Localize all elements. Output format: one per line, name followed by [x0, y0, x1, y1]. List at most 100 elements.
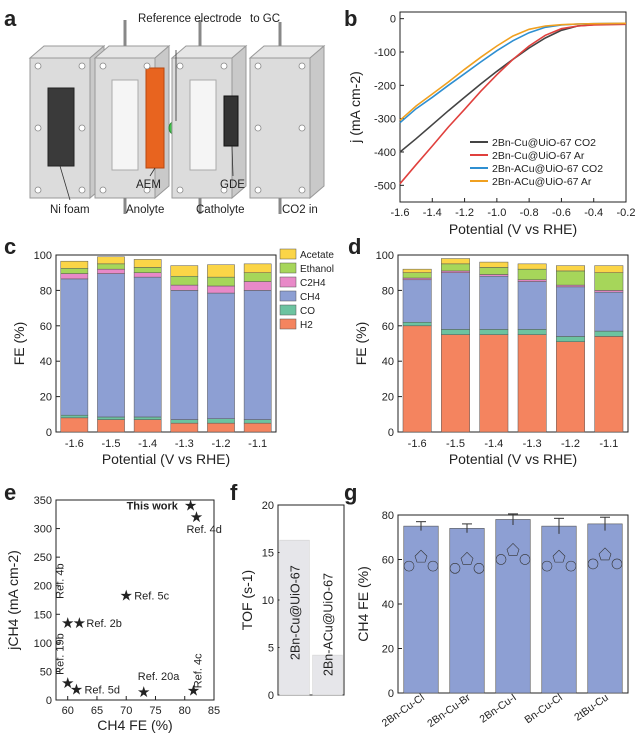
callout-lines: [59, 50, 234, 201]
y-tick-label-e: 200: [34, 581, 52, 593]
scatter-point-e: ★: [61, 615, 74, 632]
point-label-e: Ref. 4c: [193, 653, 205, 688]
scatter-point-e: ★: [119, 587, 132, 604]
bar-segment-c: [170, 290, 199, 420]
bar-segment-d: [402, 268, 432, 273]
x-tick-label-e: 65: [91, 705, 103, 717]
x-tick-label-g: 2Bn-Cu-Cl: [380, 692, 427, 730]
bar-segment-c: [97, 273, 125, 418]
y-tick-label-f: 5: [268, 643, 274, 655]
legend-label-c: H2: [300, 320, 313, 331]
bar-segment-c: [170, 422, 199, 433]
bar-segment-d: [517, 279, 547, 282]
label-to-gc: to GC: [250, 13, 280, 25]
gde-electrode: [223, 95, 239, 147]
y-tick-label-d: 60: [382, 321, 394, 333]
bar-segment-c: [60, 417, 89, 433]
bar-segment-d: [479, 329, 509, 335]
panel-d: d 0 20 40 60 80 100 -1.6 -1.5 -1.4 -1.3 -1.2 -1.1 Po…: [348, 234, 629, 467]
tubes: [123, 20, 282, 214]
bar-segment-d: [402, 325, 432, 433]
y-axis-label-b: j (mA cm-2): [347, 71, 363, 144]
point-label-e: Ref. 4d: [186, 524, 221, 536]
x-axis-label-e: CH4 FE (%): [97, 717, 172, 733]
bar-segment-d: [594, 330, 624, 337]
y-tick-label-c: 100: [34, 250, 52, 262]
series-line-b: [399, 22, 627, 153]
x-tick-label-b: -1.6: [391, 207, 410, 219]
plot-frame-d: [397, 254, 629, 433]
ni-foam-image: [47, 87, 75, 167]
y-tick-label-c: 20: [40, 392, 52, 404]
bar-label-f: 2Bn-ACu@UiO-67: [322, 573, 336, 676]
tof-bar-f: [279, 539, 310, 696]
y-tick-label-d: 100: [376, 250, 394, 262]
panel-label-f: f: [230, 480, 238, 505]
y-tick-label-c: 40: [40, 356, 52, 368]
molecule-ring-g: [414, 549, 428, 563]
molecule-ring-g: [495, 554, 507, 565]
bar-segment-c: [97, 256, 125, 265]
y-tick-label-g: 60: [382, 555, 394, 567]
bar-label-f: 2Bn-Cu@UiO-67: [289, 565, 303, 660]
bar-segment-d: [517, 263, 547, 270]
x-tick-label-d: -1.1: [599, 438, 618, 450]
fe-bar-g: [587, 523, 623, 694]
bar-segment-d: [517, 329, 547, 335]
aem-membrane: [145, 67, 165, 169]
bar-segment-c: [170, 275, 199, 286]
series-line-b: [399, 23, 627, 185]
x-tick-label-e: 75: [149, 705, 161, 717]
bar-segment-d: [402, 272, 432, 279]
fe-bar-g: [495, 519, 531, 694]
legend-swatch-c: [279, 262, 297, 274]
bar-segment-c: [60, 273, 89, 280]
bar-segment-c: [207, 422, 235, 433]
molecule-ring-g: [587, 558, 599, 570]
bar-segment-d: [479, 275, 509, 330]
x-tick-label-e: 70: [120, 705, 132, 717]
label-anolyte: Anolyte: [126, 204, 164, 216]
bar-segment-c: [207, 264, 235, 278]
x-tick-label-b: -1.0: [487, 207, 506, 219]
y-tick-label-f: 10: [262, 595, 274, 607]
bar-segment-d: [594, 265, 624, 273]
plot-frame-e: [55, 499, 215, 701]
y-tick-label-e: 250: [34, 552, 52, 564]
x-tick-label-c: -1.5: [102, 438, 121, 450]
scatter-point-e: ★: [187, 682, 200, 699]
y-tick-label-e: 150: [34, 609, 52, 621]
panel-label-c: c: [4, 234, 16, 259]
x-tick-label-e: 85: [208, 705, 220, 717]
panel-b: b -1.6 -1.4 -1.2 -1.0 -0.8 -0.6 -0.4 -0.2 0 -100 -…: [344, 6, 635, 237]
bar-segment-c: [243, 419, 272, 424]
point-label-e: Ref. 5c: [134, 590, 169, 602]
bar-segment-d: [517, 268, 547, 281]
molecule-ring-g: [449, 563, 461, 574]
legend-label-c: CO: [300, 306, 315, 317]
legend-swatch-c: [279, 276, 297, 288]
legend-label-c: Acetate: [300, 250, 334, 261]
bar-segment-d: [517, 334, 547, 433]
panel-label-g: g: [344, 480, 357, 505]
y-tick-label-g: 20: [382, 644, 394, 656]
bar-segment-d: [556, 336, 585, 342]
bar-segment-d: [594, 291, 624, 332]
x-tick-label-c: -1.6: [65, 438, 84, 450]
x-axis-label-d: Potential (V vs RHE): [449, 451, 577, 467]
legend-swatch-c: [279, 304, 297, 316]
molecule-ring-g: [506, 543, 520, 556]
molecule-ring-g: [565, 560, 577, 572]
plot-frame-b: [399, 11, 627, 203]
x-axis-label-c: Potential (V vs RHE): [102, 451, 230, 467]
y-axis-label-c: FE (%): [11, 322, 27, 366]
molecule-ring-g: [552, 549, 566, 563]
y-tick-label-c: 60: [40, 321, 52, 333]
x-tick-label-b: -0.8: [520, 207, 539, 219]
bar-segment-d: [402, 279, 432, 323]
fe-bar-g: [541, 525, 577, 694]
bar-segment-c: [243, 272, 272, 282]
y-tick-label-b: -100: [374, 47, 396, 59]
x-tick-label-g: Bn-Cu-Cl: [522, 692, 564, 727]
legend-label-b: 2Bn-ACu@UiO-67 Ar: [492, 176, 592, 188]
